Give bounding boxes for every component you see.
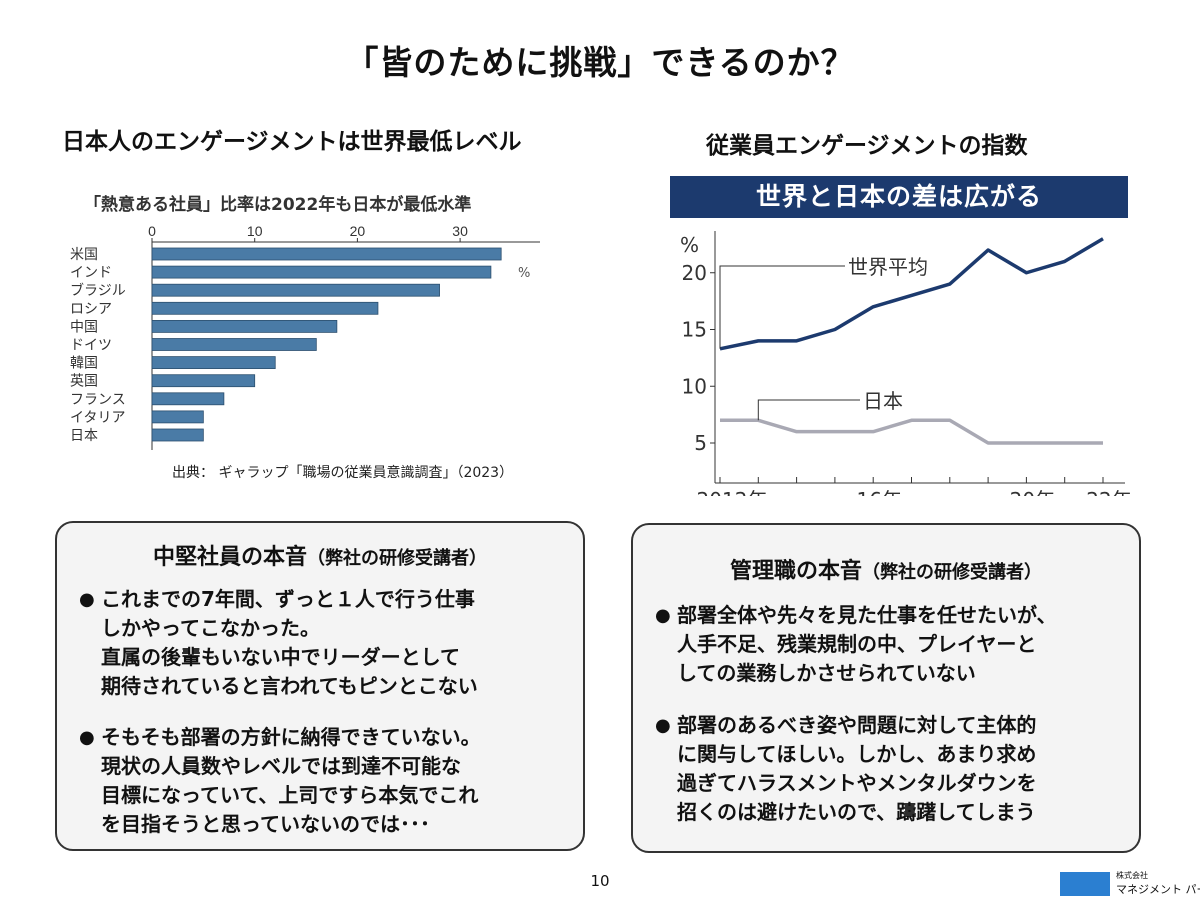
world-leader-line [719,265,845,349]
category-label: フランス [70,392,126,408]
japan-series-label: 日本 [863,389,903,413]
x-tick-label: 0 [148,223,156,239]
company-logo: 株式会社 マネジメント パートナー [1060,870,1200,900]
bar-5 [151,338,317,351]
world-series-label: 世界平均 [848,255,928,279]
bar-8 [151,392,225,406]
category-label: ドイツ [70,338,112,354]
bullet-dot-icon: ● [79,589,95,610]
source-citation: 出典： ギャラップ「職場の従業員意識調査」（2023） [172,465,514,481]
right-subtitle: 従業員エンゲージメントの指数 [706,133,1028,159]
japan-leader-line [757,399,860,421]
bar-7 [151,374,256,388]
box-heading: 中堅社員の本音（弊社の研修受講者） [57,539,583,571]
category-label: 日本 [70,428,98,444]
bar-2 [151,283,440,297]
bullet-dot-icon: ● [79,727,95,748]
line-chart-banner: 世界と日本の差は広がる [670,176,1128,218]
bullet-text: 部署のあるべき姿や問題に対して主体的 に関与してほしい。しかし、あまり求め 過ぎ… [677,713,1037,824]
logo-mark-icon [1060,872,1110,896]
category-label: 米国 [70,247,98,263]
bar-chart-title: 「熱意ある社員」比率は2022年も日本が最低水準 [84,195,472,215]
x-tick-label: 30 [452,223,468,239]
bar-0 [151,247,502,261]
x-tick-label: 20年 [1010,488,1055,496]
bullet-text: これまでの7年間、ずっと１人で行う仕事 しかやってこなかった。 直属の後輩もいな… [101,587,478,698]
category-label: 英国 [70,373,98,390]
series-line-0 [719,237,1104,351]
box-heading-main: 中堅社員の本音 [152,545,307,570]
bar-6 [151,356,276,370]
box-heading: 管理職の本音（弊社の研修受講者） [633,553,1139,585]
category-label: 韓国 [70,356,98,372]
x-tick-label: 22年 [1086,488,1130,496]
left-subtitle: 日本人のエンゲージメントは世界最低レベル [62,129,522,155]
category-label: イタリア [70,410,125,426]
bullet-dot-icon: ● [655,605,671,626]
y-tick-label: 20 [682,261,707,285]
y-tick-label: 5 [694,431,707,455]
slide-title: 「皆のために挑戦」できるのか？ [345,43,855,82]
unit-label: % [518,266,530,281]
bar-3 [151,301,379,315]
y-unit-label: % [680,233,699,257]
bullet-text: 部署全体や先々を見た仕事を任せたいが、 人手不足、残業規制の中、プレイヤーと し… [677,603,1057,685]
bullet-text: そもそも部署の方針に納得できていない。 現状の人員数やレベルでは到達不可能な 目… [101,725,481,836]
mid-level-voice-box: 中堅社員の本音（弊社の研修受講者） ● これまでの7年間、ずっと１人で行う仕事 … [55,521,585,851]
series-line-1 [720,418,1103,445]
bar-chart: 「熱意ある社員」比率は2022年も日本が最低水準 0 10 20 30 米国インド ブラジ… [62,182,562,482]
x-tick-label: 20 [350,223,366,239]
bar-4 [151,319,338,333]
box-heading-main: 管理職の本音 [729,559,862,584]
logo-company-name: マネジメント パートナー [1116,883,1200,896]
category-label: インド [70,265,112,281]
bar-10 [151,428,204,442]
y-tick-label: 10 [682,374,707,398]
bar-1 [151,265,492,279]
x-tick-label: 10 [247,223,263,239]
manager-voice-box: 管理職の本音（弊社の研修受講者） ● 部署全体や先々を見た仕事を任せたいが、 人… [631,523,1141,853]
bar-9 [151,410,204,424]
box-heading-note: （弊社の研修受講者） [307,548,487,569]
category-label: ロシア [70,301,112,317]
y-tick-label: 15 [682,318,707,342]
bullet-dot-icon: ● [655,715,671,736]
box-heading-note: （弊社の研修受講者） [862,562,1042,583]
page-number: 10 [590,872,610,890]
logo-corp-label: 株式会社 [1116,871,1148,880]
category-label: ブラジル [70,282,126,299]
category-label: 中国 [70,319,98,335]
x-tick-label: 16年 [856,488,901,496]
x-tick-label: 2012年 [697,488,768,496]
